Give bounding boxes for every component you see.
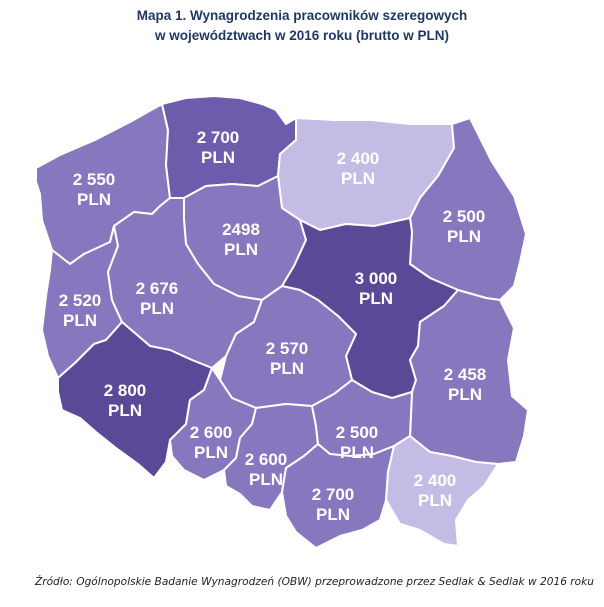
- region-unit-opolskie: PLN: [194, 443, 228, 462]
- region-value-zachodniopomorskie: 2 550: [73, 170, 116, 189]
- region-unit-slaskie: PLN: [249, 470, 283, 489]
- region-unit-mazowieckie: PLN: [359, 289, 393, 308]
- region-opolskie: [169, 367, 257, 481]
- region-value-kujawsko-pomorskie: 2498: [222, 220, 260, 239]
- region-unit-podlaskie: PLN: [447, 227, 481, 246]
- region-value-pomorskie: 2 700: [197, 128, 240, 147]
- region-value-dolnoslaskie: 2 800: [104, 381, 147, 400]
- region-podkarpackie: [385, 435, 499, 547]
- region-value-slaskie: 2 600: [245, 450, 288, 469]
- region-value-podkarpackie: 2 400: [414, 471, 457, 490]
- region-unit-lubuskie: PLN: [63, 311, 97, 330]
- region-value-lubelskie: 2 458: [444, 365, 487, 384]
- region-unit-lubelskie: PLN: [448, 385, 482, 404]
- map-title-line-1: Mapa 1. Wynagrodzenia pracowników szereg…: [136, 8, 468, 23]
- region-unit-wielkopolskie: PLN: [140, 299, 174, 318]
- source-note: Źródło: Ogólnopolskie Badanie Wynagrodze…: [34, 576, 594, 588]
- region-unit-malopolskie: PLN: [316, 505, 350, 524]
- region-unit-dolnoslaskie: PLN: [108, 401, 142, 420]
- region-value-swietokrzyskie: 2 500: [336, 423, 379, 442]
- region-unit-zachodniopomorskie: PLN: [77, 190, 111, 209]
- region-malopolskie: [281, 443, 395, 549]
- region-unit-lodzkie: PLN: [270, 359, 304, 378]
- region-value-lubuskie: 2 520: [59, 291, 102, 310]
- region-value-warminsko-mazurskie: 2 400: [337, 149, 380, 168]
- region-value-wielkopolskie: 2 676: [136, 279, 179, 298]
- region-value-mazowieckie: 3 000: [355, 269, 398, 288]
- map-title-line-2: w województwach w 2016 roku (brutto w PL…: [154, 28, 450, 43]
- region-unit-warminsko-mazurskie: PLN: [341, 169, 375, 188]
- region-value-lodzkie: 2 570: [266, 339, 309, 358]
- region-value-malopolskie: 2 700: [312, 485, 355, 504]
- region-unit-pomorskie: PLN: [201, 148, 235, 167]
- region-value-opolskie: 2 600: [190, 423, 233, 442]
- region-unit-swietokrzyskie: PLN: [340, 443, 374, 462]
- region-unit-kujawsko-pomorskie: PLN: [224, 240, 258, 259]
- region-value-podlaskie: 2 500: [443, 207, 486, 226]
- region-unit-podkarpackie: PLN: [418, 491, 452, 510]
- map-title: Mapa 1. Wynagrodzenia pracowników szereg…: [0, 6, 604, 46]
